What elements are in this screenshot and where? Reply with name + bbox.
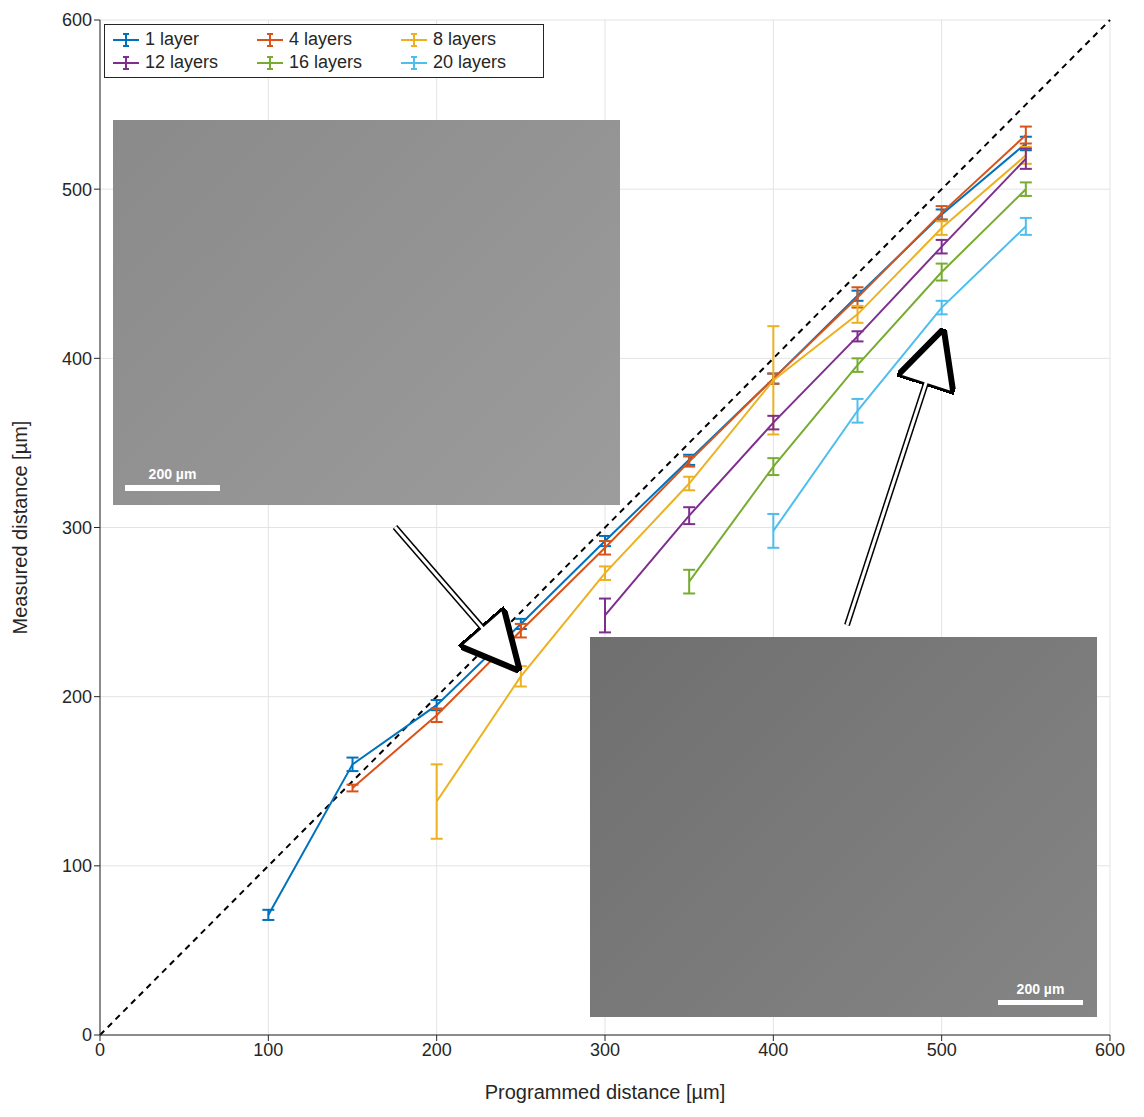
svg-text:200: 200 [422,1040,452,1060]
html-text:20 layers: 20 layers [433,52,506,72]
svg-text:600: 600 [1095,1040,1125,1060]
svg-text:400: 400 [62,349,92,369]
html-text:200 µm: 200 µm [148,466,197,482]
svg-text:Measured distance [µm]: Measured distance [µm] [9,421,31,635]
svg-text:100: 100 [253,1040,283,1060]
svg-text:100: 100 [62,856,92,876]
svg-text:400: 400 [758,1040,788,1060]
svg-text:0: 0 [82,1025,92,1045]
svg-text:600: 600 [62,10,92,30]
svg-text:200: 200 [62,687,92,707]
svg-text:0: 0 [95,1040,105,1060]
html-text:8 layers: 8 layers [433,29,496,49]
html-text:16 layers: 16 layers [289,52,362,72]
html-text:12 layers: 12 layers [145,52,218,72]
svg-text:500: 500 [62,180,92,200]
svg-text:Programmed distance [µm]: Programmed distance [µm] [485,1081,726,1103]
html-text:200 µm: 200 µm [1016,981,1065,997]
html-text:1 layer: 1 layer [145,29,199,49]
html-text:4 layers: 4 layers [289,29,352,49]
svg-text:500: 500 [927,1040,957,1060]
svg-text:300: 300 [590,1040,620,1060]
svg-text:300: 300 [62,518,92,538]
